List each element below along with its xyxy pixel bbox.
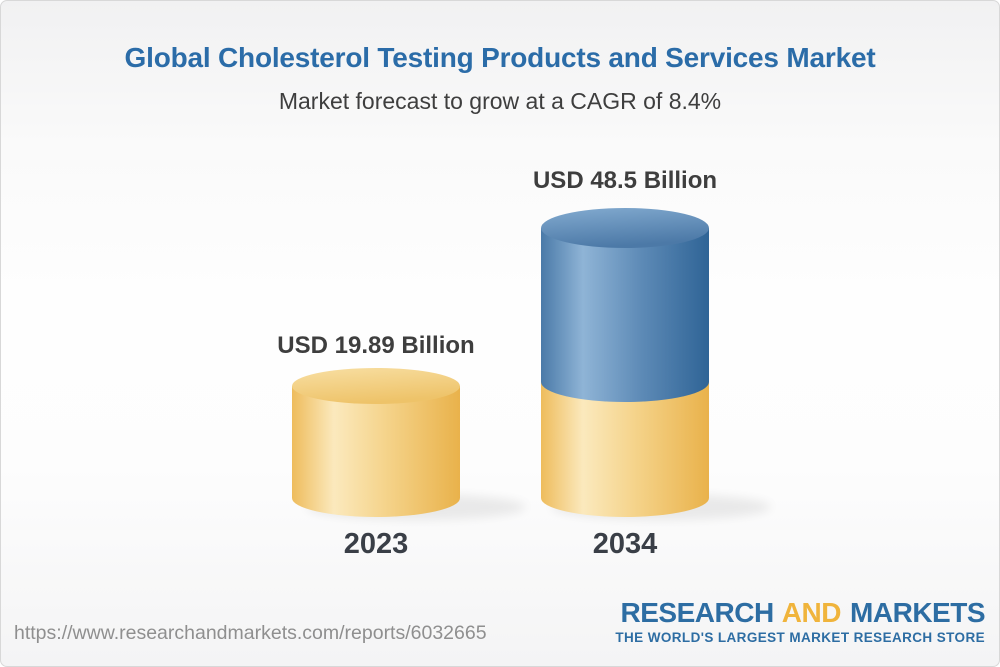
logo-word-markets: MARKETS <box>850 597 985 628</box>
value-label-2034: USD 48.5 Billion <box>532 167 718 194</box>
bar-2034-base-segment <box>541 382 709 517</box>
bar-2034-growth-segment <box>541 228 709 402</box>
axis-label-2023: 2023 <box>343 528 409 560</box>
logo-word-research: RESEARCH <box>620 597 775 628</box>
report-url: https://www.researchandmarkets.com/repor… <box>14 622 487 644</box>
research-and-markets-logo: RESEARCH AND MARKETS THE WORLD'S LARGEST… <box>615 597 986 646</box>
logo-wordmark: RESEARCH AND MARKETS <box>615 597 986 629</box>
chart-subtitle: Market forecast to grow at a CAGR of 8.4… <box>278 88 722 114</box>
logo-tagline: THE WORLD'S LARGEST MARKET RESEARCH STOR… <box>615 629 985 645</box>
logo-word-and: AND <box>781 597 842 628</box>
bar-2034-cylinder <box>541 208 709 517</box>
axis-label-2034: 2034 <box>592 528 658 560</box>
bar-2023-cylinder <box>292 368 460 517</box>
value-label-2023: USD 19.89 Billion <box>277 332 475 359</box>
bar-2034-top-face <box>541 208 709 248</box>
chart-title: Global Cholesterol Testing Products and … <box>124 42 876 73</box>
